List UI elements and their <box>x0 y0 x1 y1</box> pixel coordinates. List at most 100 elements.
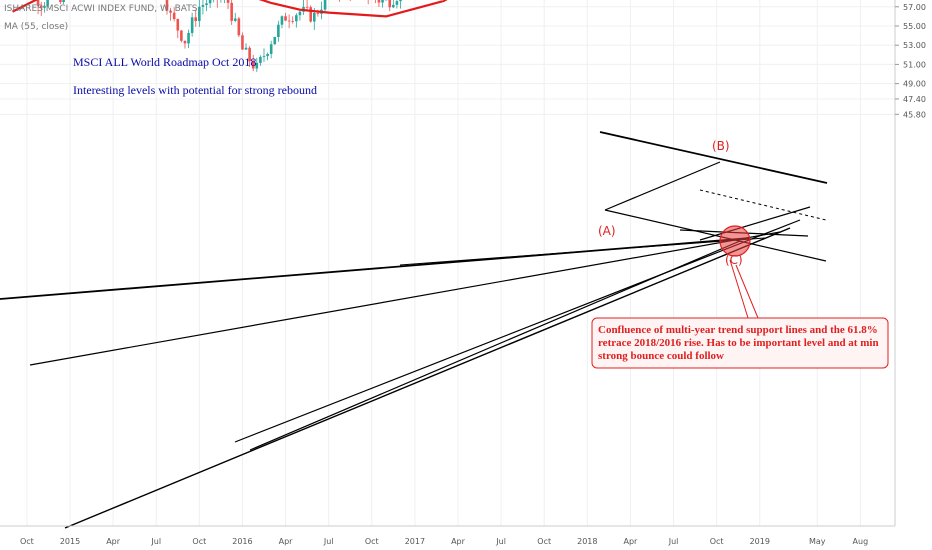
candle-body <box>277 24 280 38</box>
time-tick-label: Jul <box>323 537 334 546</box>
moving-average <box>12 0 448 18</box>
price-axis[interactable]: 92.0088.0084.0080.0076.0072.0069.0065.00… <box>894 0 932 550</box>
candle-body <box>194 17 198 22</box>
candle-body <box>43 5 46 8</box>
candle-body <box>399 0 402 2</box>
candle-body <box>259 56 262 63</box>
candle-body <box>176 19 180 31</box>
time-tick-label: Oct <box>192 537 206 546</box>
candle-body <box>233 18 237 21</box>
time-tick-label: Oct <box>710 537 724 546</box>
candle-body <box>284 16 287 21</box>
candle-body <box>230 2 233 21</box>
chart-title-note: MSCI ALL World Roadmap Oct 2018 <box>73 55 256 69</box>
callout-pointer <box>735 264 759 319</box>
time-tick-label: Oct <box>537 537 551 546</box>
candle-body <box>255 62 259 69</box>
candle-body <box>309 7 312 22</box>
time-tick-label: 2018 <box>577 537 597 546</box>
wave-label-b: (B) <box>712 139 730 153</box>
price-axis-background <box>895 0 932 550</box>
callout-line-2: retrace 2018/2016 rise. Has to be import… <box>598 337 879 349</box>
time-tick-label: Jul <box>668 537 679 546</box>
candle-body <box>237 18 241 36</box>
candle-body <box>377 0 381 3</box>
callout-line-1: Confluence of multi-year trend support l… <box>598 324 878 336</box>
candle-body <box>183 40 187 44</box>
indicator-header: MA (55, close) <box>4 22 68 32</box>
candle-body <box>316 12 320 14</box>
time-tick-label: 2019 <box>750 537 770 546</box>
trend-line <box>604 161 721 211</box>
trend-line <box>29 231 781 366</box>
candle-body <box>36 0 40 6</box>
trend-line <box>599 131 828 184</box>
candle-body <box>280 16 284 25</box>
candle-body <box>201 5 205 7</box>
candle-body <box>59 0 62 3</box>
time-tick-label: Apr <box>624 537 639 546</box>
candle-body <box>248 47 251 62</box>
candle-body <box>273 37 277 45</box>
candle-body <box>165 0 169 11</box>
trend-line <box>399 237 766 266</box>
candle-body <box>190 17 194 33</box>
confluence-circle <box>719 225 751 257</box>
price-tick-label: 51.00 <box>903 60 926 69</box>
trend-line <box>249 240 741 451</box>
time-tick-label: Apr <box>106 537 121 546</box>
candle-body <box>388 0 392 8</box>
price-tick-label: 57.00 <box>903 3 926 12</box>
wave-markers <box>719 225 759 319</box>
candle-body <box>266 53 269 57</box>
price-tick-label: 49.00 <box>903 80 926 89</box>
time-tick-label: Jul <box>150 537 161 546</box>
time-tick-label: Apr <box>451 537 466 546</box>
candle-body <box>395 1 399 5</box>
candle-body <box>226 0 230 3</box>
candle-body <box>262 56 266 57</box>
callout-box: Confluence of multi-year trend support l… <box>591 317 889 369</box>
trend-line <box>234 219 801 443</box>
candle-body <box>180 30 183 41</box>
candle-body <box>323 0 327 10</box>
chart-subtitle-note: Interesting levels with potential for st… <box>73 83 317 97</box>
grid <box>0 0 895 526</box>
candle-body <box>291 20 295 22</box>
time-axis[interactable]: Oct 2015 Apr Jul Oct 2016 Apr Jul Oct 2017 Apr Jul O… <box>0 525 895 546</box>
candle-body <box>295 15 298 22</box>
time-tick-label: Aug <box>853 537 869 546</box>
candle-body <box>169 10 172 13</box>
symbol-header: ISHARES MSCI ACWI INDEX FUND, W, BATS <box>4 4 198 14</box>
candle-body <box>187 32 190 44</box>
candle-body <box>198 6 201 22</box>
candle-body <box>251 61 255 69</box>
wave-label-a: (A) <box>598 224 616 238</box>
candle-body <box>241 35 244 50</box>
price-tick-label: 53.00 <box>903 41 926 50</box>
callout-line-3: strong bounce could follow <box>598 350 724 362</box>
candle-body <box>287 20 291 22</box>
callout-pointer <box>729 259 749 319</box>
candle-body <box>312 12 316 22</box>
candle-body <box>172 12 176 20</box>
time-tick-label: Oct <box>20 537 34 546</box>
time-tick-label: 2016 <box>232 537 252 546</box>
trend-line <box>699 206 811 241</box>
candle-body <box>381 0 384 3</box>
time-tick-label: Oct <box>365 537 379 546</box>
candle-body <box>208 0 212 4</box>
price-tick-label: 45.80 <box>903 110 926 119</box>
wave-label-c: (C) <box>725 253 743 267</box>
time-tick-label: May <box>809 537 826 546</box>
candle-body <box>298 11 302 16</box>
trend-lines <box>0 131 828 529</box>
price-tick-label: 55.00 <box>903 22 926 31</box>
candle-body <box>269 44 273 54</box>
time-tick-label: 2017 <box>405 537 425 546</box>
candle-body <box>392 4 395 8</box>
price-tick-label: 47.40 <box>903 95 926 104</box>
candle-body <box>305 6 309 8</box>
